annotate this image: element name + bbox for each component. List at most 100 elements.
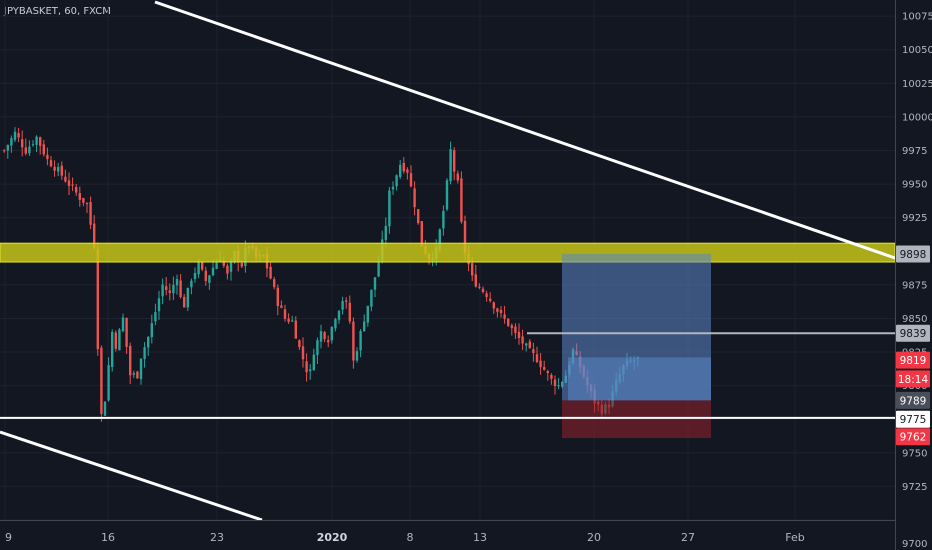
- candle-body: [294, 320, 297, 339]
- candle-body: [359, 330, 362, 351]
- candle-body: [417, 209, 420, 224]
- candle-body: [78, 193, 81, 200]
- upper-trendline: [154, 0, 896, 260]
- candle-body: [114, 332, 117, 349]
- support-line-price-label: 9775: [900, 414, 927, 426]
- candle-body: [507, 318, 510, 326]
- candle-body: [352, 321, 355, 361]
- candle-body: [546, 371, 549, 374]
- candle-body: [525, 343, 528, 346]
- candle-body: [449, 149, 452, 182]
- candle-body: [211, 267, 215, 276]
- position-loss-zone: [562, 400, 711, 439]
- candle-body: [550, 375, 553, 379]
- candle-body: [510, 325, 513, 329]
- candle-body: [183, 296, 186, 308]
- candle-body: [276, 287, 279, 306]
- x-tick-label: 16: [101, 531, 115, 544]
- candle-body: [6, 145, 9, 151]
- candle-body: [31, 144, 35, 146]
- candle-body: [17, 133, 20, 138]
- candle-body: [201, 261, 204, 270]
- candle-body: [46, 154, 49, 160]
- resistance-zone: [0, 242, 896, 263]
- candle-body: [478, 286, 481, 288]
- target-price-label: 9819: [900, 355, 927, 367]
- horizontal-line-price-label-bg: [896, 324, 930, 342]
- y-tick-label: 10050: [902, 45, 932, 56]
- candle-body: [287, 318, 290, 322]
- x-tick-label: 2020: [317, 531, 348, 544]
- price-axis: [895, 0, 932, 550]
- x-tick-label: 27: [681, 531, 695, 544]
- candle-body: [539, 360, 542, 368]
- candle-body: [377, 262, 380, 277]
- candle-body: [301, 346, 305, 360]
- stop-price-label: 9762: [900, 432, 927, 444]
- candle-body: [283, 309, 287, 319]
- candle-body: [456, 173, 459, 181]
- x-tick-label: 9: [5, 531, 12, 544]
- candle-body: [413, 188, 416, 208]
- candle-body: [323, 332, 326, 340]
- y-tick-label: 9725: [902, 482, 927, 493]
- candle-body: [136, 371, 139, 379]
- candle-body: [24, 147, 27, 154]
- candle-body: [67, 180, 71, 186]
- candle-body: [341, 301, 344, 310]
- y-tick-label: 9700: [902, 539, 927, 550]
- candle-body: [442, 210, 445, 229]
- candle-body: [13, 131, 17, 140]
- candle-body: [93, 223, 96, 248]
- candle-body: [28, 146, 31, 154]
- x-tick-label: 13: [473, 531, 487, 544]
- candle-body: [298, 340, 301, 348]
- lower-trendline: [0, 430, 263, 522]
- candle-body: [82, 197, 85, 203]
- candle-body: [474, 274, 477, 287]
- candle-body: [186, 287, 189, 308]
- candle-body: [291, 320, 294, 322]
- time-axis: [0, 520, 895, 550]
- candle-body: [334, 319, 337, 329]
- candle-body: [280, 305, 283, 308]
- candle-body: [514, 326, 517, 333]
- candle-body: [172, 284, 175, 294]
- candle-body: [193, 272, 197, 280]
- candle-body: [175, 279, 179, 286]
- candle-body: [154, 312, 157, 322]
- candle-body: [402, 162, 405, 172]
- horizontal-line-price-label: 9839: [900, 328, 927, 340]
- candle-body: [129, 345, 132, 376]
- entry-price-label-bg: [896, 391, 930, 409]
- candle-body: [215, 262, 218, 269]
- candle-body: [399, 164, 402, 177]
- candle-body: [391, 186, 395, 190]
- candle-body: [485, 293, 488, 298]
- candle-body: [460, 178, 463, 222]
- y-tick-label: 9925: [902, 213, 927, 224]
- candle-body: [75, 187, 78, 193]
- candle-body: [53, 166, 56, 171]
- support-line-price-label-bg: [896, 410, 930, 428]
- candle-body: [168, 290, 171, 294]
- candle-body: [197, 262, 200, 275]
- x-tick-label: 8: [407, 531, 414, 544]
- candle-body: [517, 331, 521, 338]
- candle-body: [49, 160, 53, 167]
- candle-body: [85, 202, 89, 204]
- candle-body: [316, 340, 319, 356]
- resistance-zone-price-label: 9898: [900, 249, 927, 261]
- candle-body: [57, 166, 60, 172]
- candle-body: [204, 270, 207, 281]
- candle-body: [39, 137, 42, 146]
- candle-body: [409, 173, 413, 187]
- countdown-price-label: 18:14: [898, 374, 929, 386]
- candle-body: [3, 150, 6, 152]
- candle-body: [42, 144, 45, 155]
- candle-body: [229, 261, 233, 272]
- candle-body: [445, 180, 449, 210]
- entry-price-label: 9789: [900, 395, 927, 407]
- candle-body: [35, 136, 38, 145]
